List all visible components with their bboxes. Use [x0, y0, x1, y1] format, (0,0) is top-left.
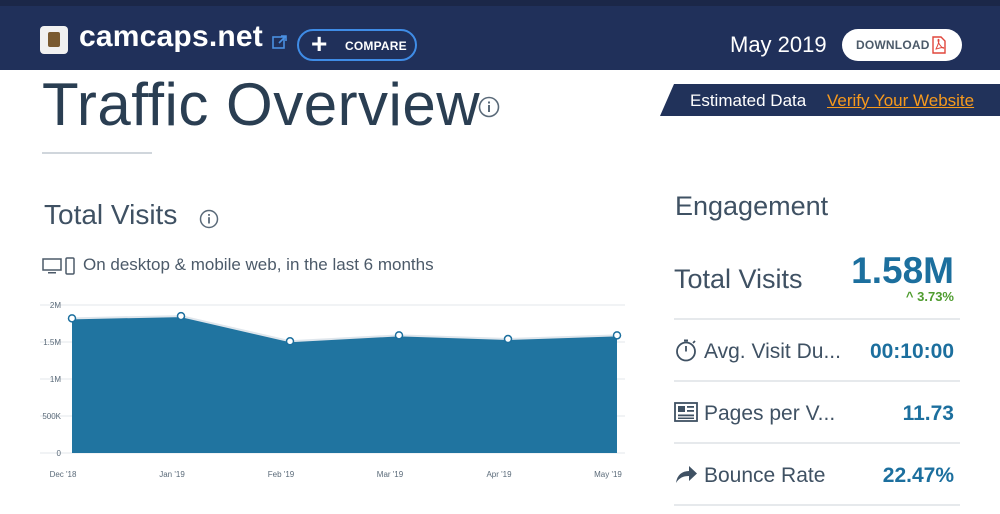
external-link-icon[interactable] [272, 34, 288, 50]
bounce-arrow-icon [676, 466, 697, 483]
visits-subtitle: On desktop & mobile web, in the last 6 m… [83, 255, 434, 274]
download-button[interactable]: DOWNLOAD [842, 29, 962, 61]
pages-icon [674, 402, 698, 422]
bounce-rate-value: 22.47% [882, 464, 954, 487]
data-point[interactable] [394, 331, 404, 340]
pdf-icon [932, 36, 946, 54]
month-selector[interactable]: May 2019 [730, 32, 827, 57]
avg-visit-duration-label: Avg. Visit Du... [704, 340, 841, 363]
plus-icon: + [311, 28, 328, 59]
x-tick-label: May '19 [594, 470, 622, 479]
pages-per-visit-value: 11.73 [902, 402, 954, 425]
total-visits-chart[interactable]: 0 500K 1M 1.5M 2M Dec '18 Jan '19 Feb '19 Mar '1… [40, 296, 635, 486]
avg-visit-duration-value: 00:10:00 [869, 340, 954, 363]
data-point[interactable] [612, 331, 622, 340]
engagement-title: Engagement [675, 191, 829, 221]
x-tick-label: Dec '18 [50, 470, 77, 479]
data-point[interactable] [285, 337, 295, 346]
x-tick-label: Apr '19 [486, 470, 512, 479]
engagement-avg-visit-duration: Avg. Visit Du... 00:10:00 [674, 320, 960, 382]
chevron-up-icon: ^ [905, 289, 918, 304]
y-tick-label: 1M [50, 375, 61, 384]
bounce-rate-label: Bounce Rate [704, 464, 826, 487]
pages-per-visit-label: Pages per V... [704, 402, 836, 425]
y-tick-label: 0 [57, 449, 62, 458]
total-visits-value: 1.58M [851, 250, 954, 291]
y-tick-label: 2M [50, 301, 61, 310]
total-visits-label: Total Visits [674, 264, 803, 294]
compare-button[interactable]: + COMPARE [297, 29, 417, 61]
y-tick-label: 500K [42, 412, 61, 421]
engagement-pages-per-visit: Pages per V... 11.73 [674, 382, 960, 444]
site-name[interactable]: camcaps.net [79, 20, 263, 53]
data-point[interactable] [67, 314, 77, 323]
page-title: Traffic Overview [42, 71, 481, 138]
x-tick-label: Feb '19 [268, 470, 295, 479]
total-visits-delta: ^ 3.73% [906, 289, 954, 304]
visits-line [71, 315, 618, 343]
info-icon[interactable] [478, 96, 500, 118]
info-icon[interactable] [199, 209, 219, 229]
estimated-data-banner: Estimated Data Verify Your Website [660, 84, 1000, 116]
download-label: DOWNLOAD [856, 38, 930, 52]
engagement-total-visits: Total Visits 1.58M ^ 3.73% [674, 248, 960, 320]
data-point[interactable] [176, 311, 186, 321]
verify-website-link[interactable]: Verify Your Website [827, 91, 975, 110]
x-tick-label: Jan '19 [159, 470, 185, 479]
delta-value: 3.73% [917, 289, 954, 304]
site-favicon-icon [40, 26, 68, 54]
x-tick-label: Mar '19 [377, 470, 404, 479]
top-bar: camcaps.net + COMPARE May 2019 DOWNLOAD [0, 0, 1000, 70]
total-visits-title: Total Visits [44, 199, 178, 230]
engagement-bounce-rate: Bounce Rate 22.47% [674, 444, 960, 506]
visits-area [72, 316, 617, 453]
compare-label: COMPARE [345, 39, 407, 53]
estimated-data-text: Estimated Data [690, 91, 807, 110]
title-divider [42, 152, 152, 154]
y-tick-label: 1.5M [43, 338, 61, 347]
desktop-mobile-icon [42, 257, 75, 275]
stopwatch-icon [676, 339, 696, 362]
data-point[interactable] [503, 334, 513, 344]
